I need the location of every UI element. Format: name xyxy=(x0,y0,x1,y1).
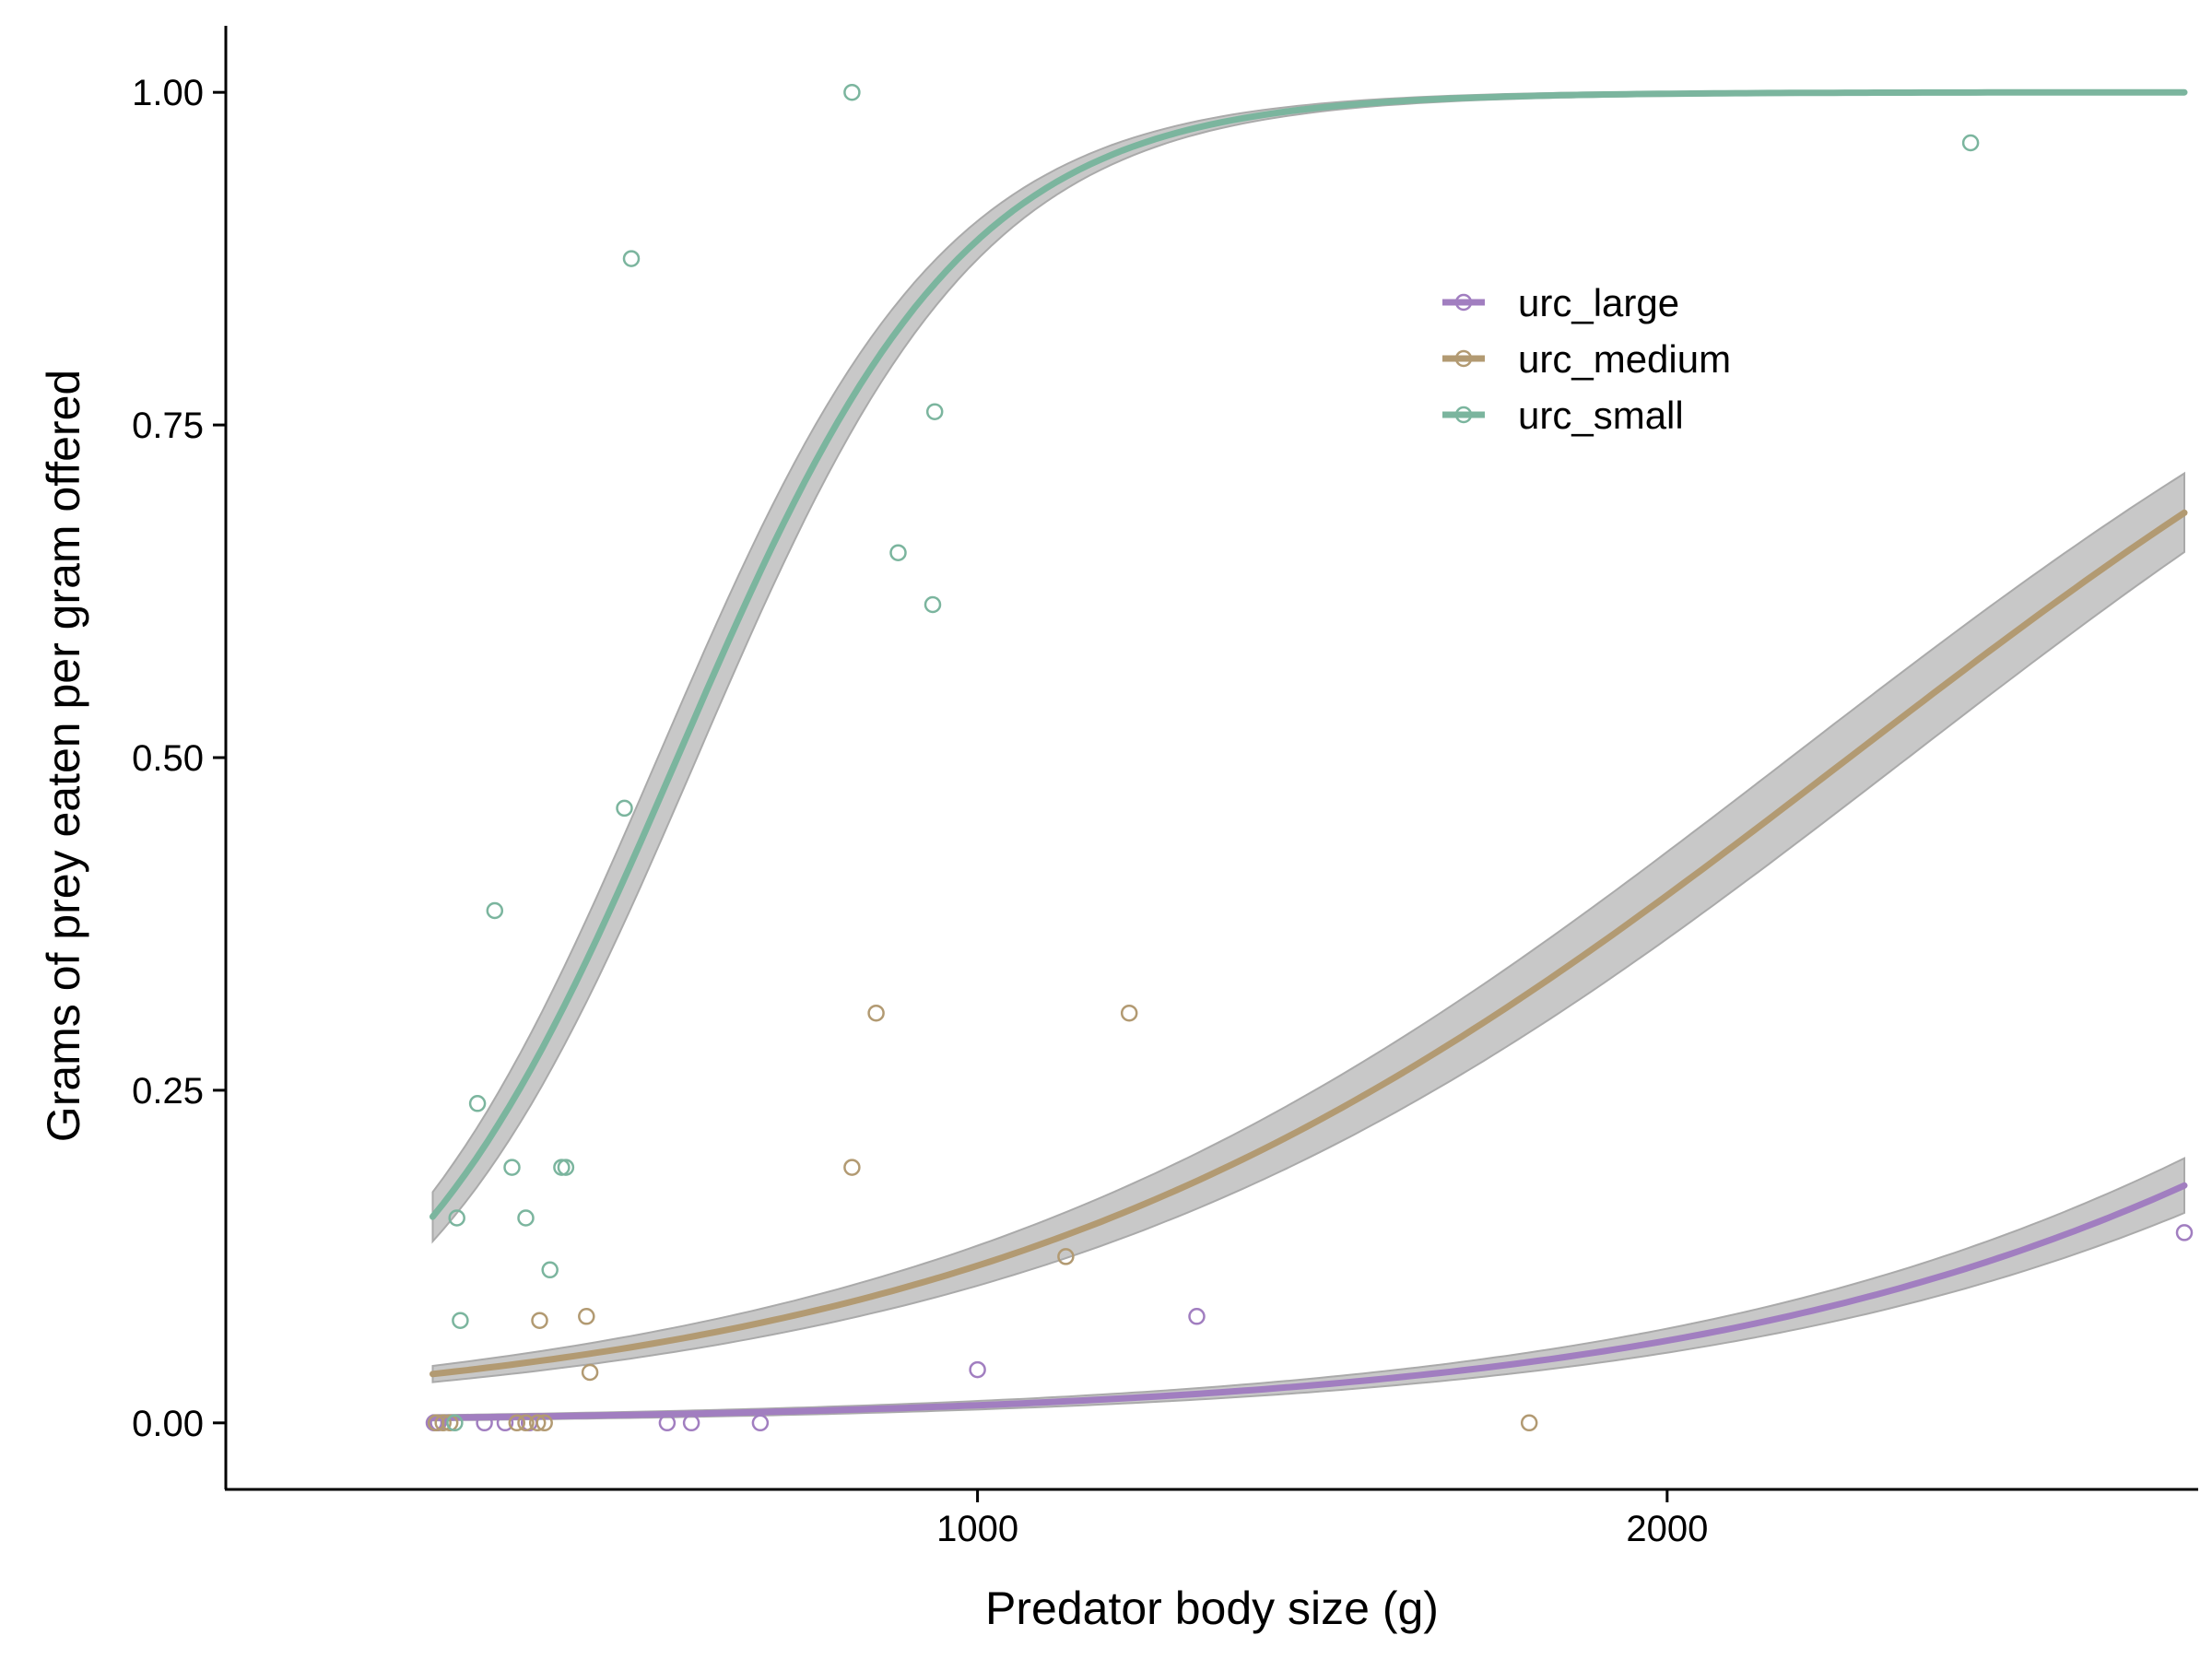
y-tick-label: 0.00 xyxy=(132,1404,204,1444)
confidence-band-urc-medium xyxy=(431,471,2185,1383)
point-urc-small xyxy=(889,544,907,561)
point-urc-small xyxy=(1961,134,1980,152)
fit-line-urc-large xyxy=(429,1182,2188,1421)
point-urc-small xyxy=(452,1312,469,1329)
y-axis-title: Grams of prey eaten per gram offered xyxy=(38,370,89,1142)
point-urc-small xyxy=(843,83,861,101)
point-urc-medium xyxy=(528,1414,547,1432)
point-urc-large xyxy=(1188,1308,1206,1325)
point-urc-small xyxy=(541,1261,559,1279)
legend-swatch-point xyxy=(1454,406,1473,424)
point-urc-medium xyxy=(1057,1248,1075,1265)
data-points xyxy=(425,83,2194,1432)
point-urc-medium xyxy=(531,1312,548,1329)
point-urc-medium xyxy=(867,1004,885,1022)
confidence-bands xyxy=(431,91,2185,1422)
point-urc-medium xyxy=(581,1363,599,1382)
point-urc-large xyxy=(658,1414,677,1432)
point-urc-large xyxy=(496,1414,514,1432)
point-urc-medium xyxy=(1520,1414,1538,1432)
point-urc-medium xyxy=(517,1414,535,1432)
legend-label: urc_medium xyxy=(1518,337,1731,381)
point-urc-small xyxy=(517,1209,535,1227)
point-urc-small xyxy=(557,1159,575,1176)
point-urc-small xyxy=(925,403,944,420)
point-urc-small xyxy=(924,595,942,614)
point-urc-medium xyxy=(578,1308,595,1325)
point-urc-small xyxy=(446,1414,464,1432)
legend: urc_large urc_medium urc_small xyxy=(1442,281,1731,437)
fit-line-urc-small xyxy=(429,88,2188,1220)
legend-label: urc_small xyxy=(1518,394,1684,437)
y-tick-label: 0.75 xyxy=(132,406,204,446)
legend-swatch-point xyxy=(1454,349,1473,368)
legend-item-urc-large: urc_large xyxy=(1442,281,1679,324)
legend-item-urc-medium: urc_medium xyxy=(1442,337,1731,381)
point-urc-medium xyxy=(434,1414,452,1432)
x-axis-title: Predator body size (g) xyxy=(985,1583,1439,1634)
x-tick-label: 2000 xyxy=(1626,1509,1708,1549)
fit-line-urc-medium xyxy=(429,509,2188,1378)
point-urc-small xyxy=(468,1095,487,1112)
point-urc-small xyxy=(448,1209,465,1227)
confidence-band-urc-large xyxy=(431,1157,2185,1422)
point-urc-medium xyxy=(508,1414,526,1432)
point-urc-medium xyxy=(441,1414,459,1432)
point-urc-large xyxy=(969,1360,986,1379)
x-axis-ticks: 1000 2000 xyxy=(936,1489,1708,1549)
y-tick-label: 0.50 xyxy=(132,738,204,779)
point-urc-small xyxy=(616,799,633,818)
fit-lines xyxy=(429,88,2188,1421)
y-tick-label: 0.25 xyxy=(132,1071,204,1112)
y-tick-label: 1.00 xyxy=(132,73,204,113)
point-urc-medium xyxy=(843,1159,861,1176)
point-urc-large xyxy=(476,1414,493,1432)
point-urc-large xyxy=(751,1414,770,1432)
point-urc-medium xyxy=(1120,1004,1138,1022)
point-urc-medium xyxy=(535,1414,553,1432)
point-urc-small xyxy=(503,1159,521,1176)
point-urc-large xyxy=(682,1414,700,1432)
point-urc-large xyxy=(2175,1224,2194,1241)
legend-swatch-point xyxy=(1454,293,1473,312)
y-axis-ticks: 0.00 0.25 0.50 0.75 1.00 xyxy=(132,73,226,1444)
legend-label: urc_large xyxy=(1518,281,1679,324)
point-urc-small xyxy=(486,901,504,920)
legend-item-urc-small: urc_small xyxy=(1442,394,1684,437)
point-urc-small xyxy=(622,250,641,267)
x-tick-label: 1000 xyxy=(936,1509,1018,1549)
